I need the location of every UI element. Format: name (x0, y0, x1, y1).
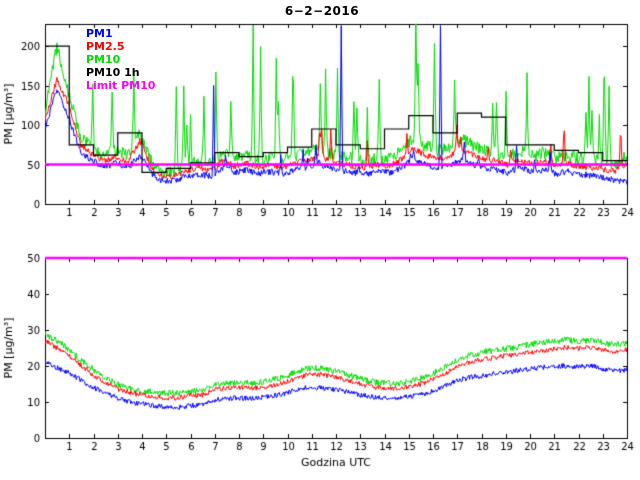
legend-item-pm25: PM2.5 (86, 40, 125, 53)
legend-item-limit-pm10: Limit PM10 (86, 79, 156, 92)
chart-title: 6−2−2016 (284, 4, 360, 18)
legend-item-pm1: PM1 (86, 27, 113, 40)
legend: PM1 PM2.5 PM10 PM10 1h Limit PM10 (86, 27, 155, 92)
legend-item-pm10: PM10 (86, 53, 121, 66)
legend-item-pm10-1h: PM10 1h (86, 66, 140, 79)
